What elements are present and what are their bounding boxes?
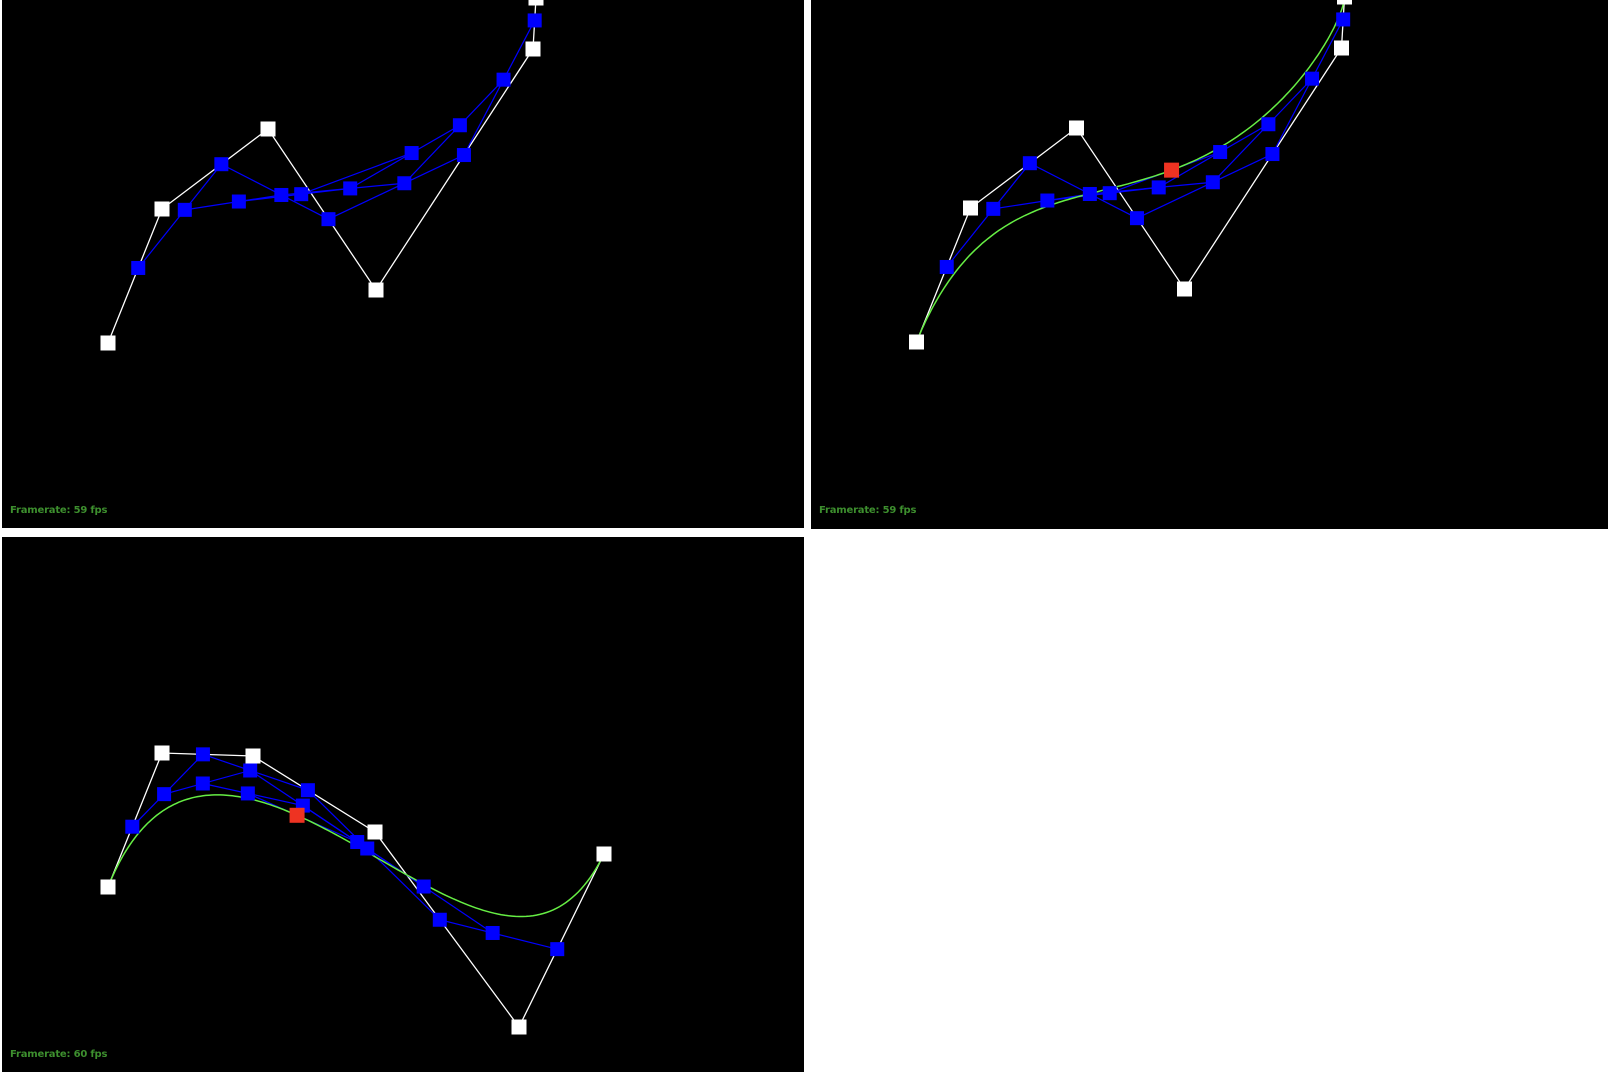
intermediate-point [986, 201, 1001, 216]
bezier-curve [107, 794, 605, 918]
intermediate-point [527, 13, 542, 28]
bezier-curve [915, 0, 1345, 343]
intermediate-point [416, 879, 431, 894]
intermediate-point [452, 118, 467, 133]
intermediate-point [939, 259, 954, 274]
intermediate-point [397, 176, 412, 191]
intermediate-point [496, 72, 511, 87]
intermediate-point [1022, 156, 1037, 171]
framerate-label: Framerate: 59 fps [10, 505, 108, 516]
control-point[interactable] [596, 846, 612, 862]
control-point[interactable] [1177, 281, 1192, 297]
intermediate-point [240, 786, 255, 801]
intermediate-point [350, 835, 365, 850]
control-point[interactable] [100, 879, 116, 895]
control-point[interactable] [367, 824, 383, 840]
intermediate-point [1205, 175, 1220, 190]
control-point[interactable] [511, 1019, 527, 1035]
control-point[interactable] [963, 200, 978, 216]
intermediate-point [214, 157, 229, 172]
bezier-canvas[interactable] [811, 0, 1608, 529]
bezier-canvas[interactable] [2, 0, 804, 528]
intermediate-point [177, 202, 192, 217]
intermediate-point [485, 925, 500, 940]
intermediate-point [243, 763, 258, 778]
framerate-label: Framerate: 59 fps [819, 505, 917, 516]
canvas-viewport-3[interactable]: Framerate: 60 fps [2, 537, 804, 1072]
intermediate-point [1213, 145, 1228, 160]
intermediate-point [157, 787, 172, 802]
intermediate-point [1129, 211, 1144, 226]
intermediate-point [1082, 186, 1097, 201]
control-point[interactable] [260, 121, 276, 137]
intermediate-point [231, 194, 246, 209]
control-point[interactable] [525, 41, 541, 57]
control-polygon [107, 0, 537, 344]
canvas-viewport-1[interactable]: Framerate: 59 fps [2, 0, 804, 528]
intermediate-point [125, 819, 140, 834]
intermediate-point [195, 747, 210, 762]
intermediate-point [1265, 147, 1280, 162]
intermediate-point [404, 146, 419, 161]
control-point[interactable] [154, 201, 170, 217]
control-point[interactable] [154, 745, 170, 761]
control-point[interactable] [1334, 40, 1349, 56]
intermediate-point [321, 212, 336, 227]
control-point[interactable] [1337, 0, 1352, 5]
intermediate-point [456, 148, 471, 163]
intermediate-point [300, 783, 315, 798]
de-casteljau-line [301, 152, 412, 195]
intermediate-point [1040, 193, 1055, 208]
canvas-viewport-2[interactable]: Framerate: 59 fps [811, 0, 1608, 529]
control-point[interactable] [100, 335, 116, 351]
intermediate-point [131, 260, 146, 275]
intermediate-point [195, 776, 210, 791]
control-point[interactable] [245, 748, 261, 764]
intermediate-point [274, 187, 289, 202]
control-point[interactable] [368, 282, 384, 298]
intermediate-point [1102, 186, 1117, 201]
current-point [1164, 162, 1180, 178]
control-point[interactable] [1069, 120, 1084, 136]
current-point [289, 807, 305, 823]
control-point[interactable] [528, 0, 544, 6]
framerate-label: Framerate: 60 fps [10, 1049, 108, 1060]
intermediate-point [1305, 71, 1320, 86]
intermediate-point [1261, 117, 1276, 132]
control-point[interactable] [909, 334, 924, 350]
intermediate-point [294, 187, 309, 202]
bezier-canvas[interactable] [2, 537, 804, 1072]
intermediate-point [1336, 12, 1351, 27]
intermediate-point [1151, 180, 1166, 195]
intermediate-point [432, 912, 447, 927]
control-polygon [915, 0, 1345, 343]
control-polygon [107, 752, 605, 1029]
intermediate-point [343, 181, 358, 196]
intermediate-point [550, 942, 565, 957]
